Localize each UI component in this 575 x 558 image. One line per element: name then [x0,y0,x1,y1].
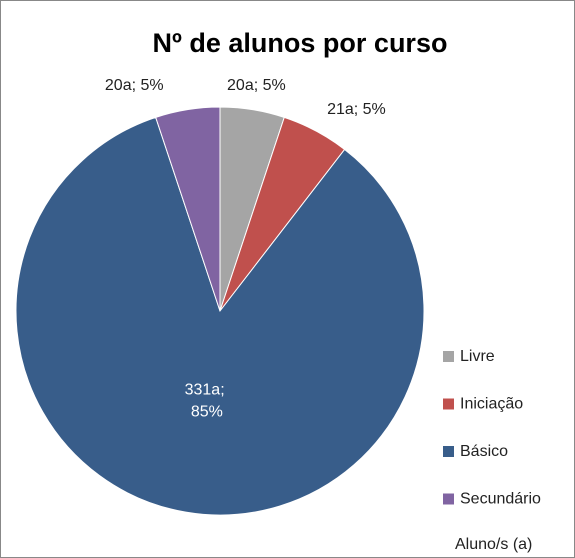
data-label: 21a; 5% [327,101,386,118]
data-label: 20a; 5% [105,77,164,94]
legend-label: Iniciação [460,396,523,413]
legend-swatch [443,398,454,410]
pie-slice [155,106,221,312]
legend-label: Secundário [460,491,541,508]
legend-label: Básico [460,443,508,460]
legend-note: Aluno/s (a) [455,536,532,553]
legend-label: Livre [460,348,495,365]
data-label: 331a; 85% [185,382,225,421]
data-label: 20a; 5% [227,77,286,94]
chart-title: Nº de alunos por curso [153,28,448,58]
legend-swatch [443,446,454,457]
legend-swatch [443,493,454,505]
pie-slice [15,116,425,516]
legend-swatch [443,351,454,362]
